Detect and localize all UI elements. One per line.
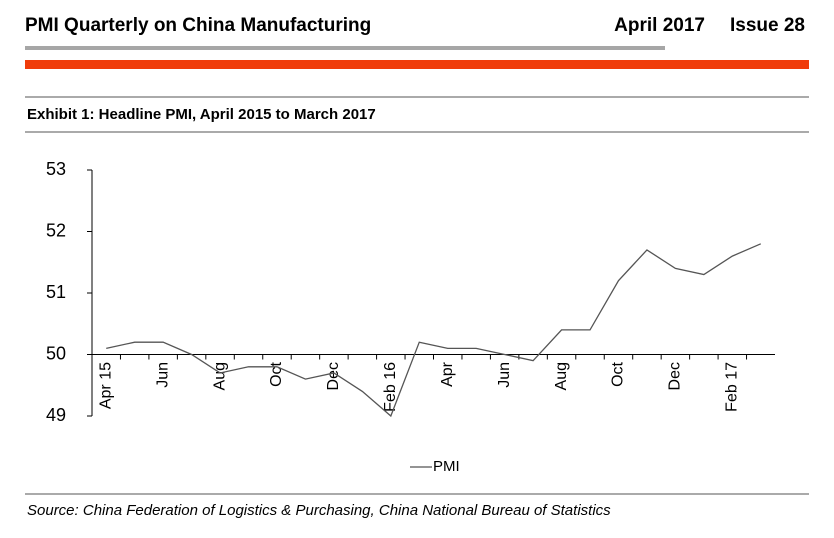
x-tick-label: Feb 16: [382, 362, 399, 412]
y-tick-label: 53: [46, 159, 66, 179]
orange-rule: [25, 60, 809, 69]
gray-rule: [25, 46, 665, 50]
report-title: PMI Quarterly on China Manufacturing: [25, 15, 371, 36]
x-tick-label: Aug: [211, 362, 228, 390]
x-tick-label: Jun: [154, 362, 171, 388]
y-tick-label: 49: [46, 405, 66, 425]
legend-label: PMI: [433, 458, 460, 475]
x-tick-label: Oct: [268, 361, 285, 386]
y-tick-label: 51: [46, 282, 66, 302]
x-tick-label: Apr: [439, 361, 456, 387]
x-tick-label: Dec: [667, 362, 684, 390]
x-tick-label: Apr 15: [97, 362, 114, 409]
x-tick-label: Dec: [325, 362, 342, 390]
report-issue: Issue 28: [730, 15, 805, 36]
exhibit-title: Exhibit 1: Headline PMI, April 2015 to M…: [27, 106, 376, 123]
x-tick-label: Oct: [610, 361, 627, 386]
y-tick-label: 52: [46, 220, 66, 240]
x-tick-label: Jun: [496, 362, 513, 388]
x-tick-label: Aug: [553, 362, 570, 390]
report-date: April 2017: [614, 15, 705, 36]
data-line: [106, 243, 762, 418]
source-note: Source: China Federation of Logistics & …: [27, 502, 611, 519]
x-tick-label: Feb 17: [724, 362, 741, 412]
y-tick-label: 50: [46, 343, 66, 363]
